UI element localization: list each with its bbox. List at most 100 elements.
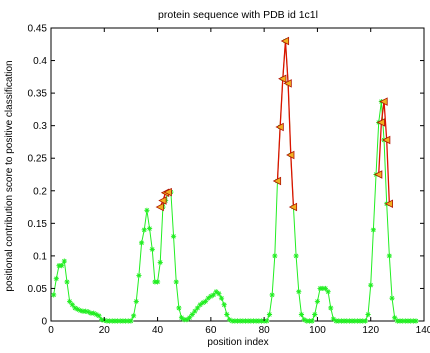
data-point-star — [242, 318, 249, 324]
y-tick-label: 0.1 — [33, 251, 47, 262]
data-point-star — [392, 315, 398, 321]
data-point-star — [85, 309, 91, 315]
data-point-star — [234, 318, 241, 324]
data-point-star — [389, 295, 395, 301]
data-point-star — [88, 310, 94, 316]
data-point-star — [400, 318, 406, 324]
y-tick-label: 0.2 — [33, 186, 47, 197]
y-tick-label: 0.25 — [28, 154, 48, 165]
data-point-star — [123, 318, 129, 324]
data-point-star — [216, 291, 222, 297]
data-point-star — [109, 318, 115, 324]
data-point-star — [253, 318, 259, 324]
data-point-star — [394, 318, 400, 324]
data-point-star — [173, 279, 179, 285]
data-point-triangle — [280, 36, 290, 46]
data-point-star — [210, 292, 217, 298]
data-point-star — [314, 298, 321, 305]
data-point-triangle — [272, 176, 282, 186]
data-point-triangle — [379, 97, 388, 106]
data-point-star — [397, 318, 403, 324]
data-point-star — [338, 318, 345, 324]
y-tick-label: 0.45 — [28, 24, 48, 35]
data-point-star — [200, 300, 206, 306]
data-point-star — [328, 305, 334, 311]
data-point-star — [360, 318, 366, 324]
data-point-star — [91, 310, 97, 316]
data-point-star — [341, 318, 347, 324]
data-point-star — [402, 318, 408, 324]
x-axis-label: position index — [207, 337, 268, 348]
data-point-star — [226, 317, 233, 323]
data-point-star — [178, 315, 185, 321]
data-point-star — [146, 225, 153, 232]
x-tick-label: 0 — [48, 325, 54, 336]
data-point-star — [75, 306, 81, 312]
data-point-star — [245, 318, 251, 324]
data-point-star — [256, 318, 262, 324]
x-tick-label: 20 — [99, 325, 111, 336]
data-point-star — [112, 318, 118, 324]
data-point-star — [240, 318, 246, 324]
x-tick-label: 100 — [309, 325, 326, 336]
data-point-star — [237, 318, 243, 324]
data-point-star — [306, 318, 313, 324]
data-point-star — [99, 317, 105, 323]
data-point-star — [149, 246, 155, 252]
data-point-star — [56, 263, 62, 269]
data-point-star — [357, 318, 363, 324]
x-tick-label: 80 — [259, 325, 271, 336]
data-point-triangle — [275, 122, 284, 132]
data-point-star — [77, 307, 83, 314]
data-point-star — [410, 318, 416, 324]
data-point-star — [333, 318, 339, 324]
data-point-star — [61, 258, 67, 264]
data-point-star — [368, 282, 374, 288]
data-point-star — [67, 298, 73, 305]
data-point-triangle — [163, 187, 172, 197]
data-point-star — [141, 227, 147, 233]
y-tick-label: 0.15 — [28, 219, 48, 230]
data-point-star — [213, 289, 219, 295]
data-point-star — [184, 317, 190, 323]
data-point-star — [250, 318, 257, 324]
data-point-star — [176, 305, 182, 311]
data-point-star — [205, 295, 211, 301]
data-point-star — [408, 318, 414, 324]
data-point-star — [370, 227, 376, 233]
data-point-star — [170, 233, 177, 239]
data-point-star — [53, 276, 59, 282]
data-point-star — [258, 318, 265, 324]
data-point-star — [269, 292, 275, 298]
data-point-star — [344, 318, 350, 324]
data-point-star — [218, 295, 225, 301]
data-point-star — [221, 302, 227, 308]
data-point-star — [264, 318, 270, 324]
y-tick-label: 0 — [41, 317, 47, 328]
data-point-star — [325, 289, 331, 295]
data-point-triangle — [382, 135, 391, 145]
data-point-star — [296, 289, 302, 295]
data-point-star — [298, 311, 305, 318]
data-point-star — [320, 285, 326, 292]
data-point-star — [64, 279, 70, 285]
data-point-star — [317, 285, 323, 292]
data-point-star — [133, 298, 139, 305]
data-point-star — [266, 311, 273, 318]
data-point-star — [362, 318, 368, 324]
data-point-triangle — [158, 196, 167, 205]
x-tick-label: 40 — [152, 325, 164, 336]
y-axis-ticks: 0 0.05 0.1 0.15 0.2 0.25 0.3 0.35 0.4 0.45 — [28, 24, 424, 328]
data-point-star — [312, 311, 318, 318]
data-point-triangle — [155, 202, 164, 212]
data-point-star — [144, 207, 150, 213]
data-point-star — [293, 253, 299, 259]
data-point-triangle — [286, 150, 295, 160]
plot-area — [50, 27, 425, 324]
data-point-star — [224, 311, 230, 318]
data-point-star — [104, 318, 110, 324]
y-tick-label: 0.4 — [33, 56, 47, 67]
data-point-star — [322, 285, 329, 292]
data-point-star — [248, 318, 254, 324]
